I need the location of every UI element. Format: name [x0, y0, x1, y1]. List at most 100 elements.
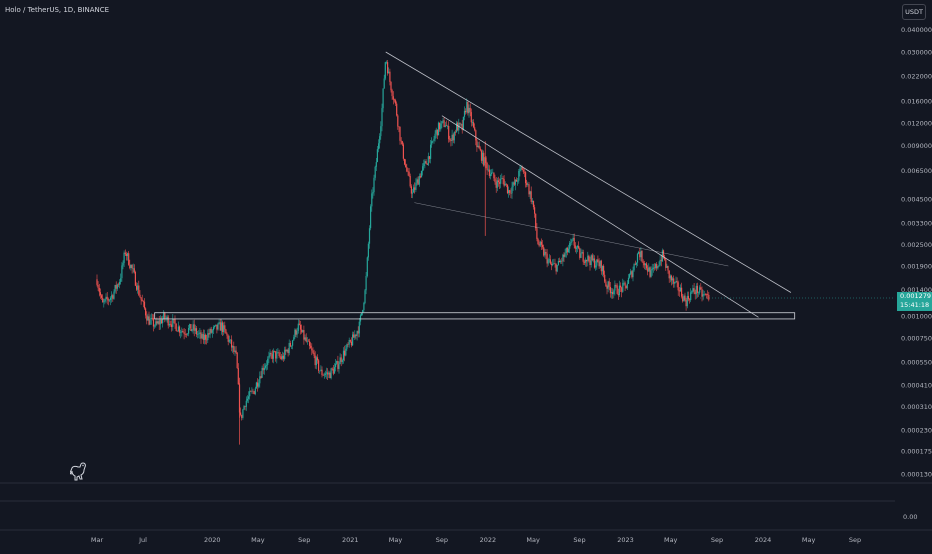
candle	[707, 290, 709, 300]
candle	[126, 252, 129, 261]
candle	[229, 339, 231, 344]
candle	[263, 363, 265, 375]
candle	[650, 266, 652, 278]
candle	[333, 363, 336, 374]
candle	[167, 315, 169, 329]
candle	[142, 300, 144, 308]
candle	[215, 324, 217, 327]
candle	[608, 278, 610, 291]
candle	[575, 245, 578, 254]
last-price-badge: 0.001279 15:41:18	[897, 292, 932, 311]
candle	[443, 117, 445, 128]
candle	[244, 405, 246, 411]
candle	[312, 347, 314, 354]
candle	[661, 248, 663, 262]
candle	[517, 178, 519, 186]
candle	[382, 88, 384, 113]
candle	[604, 270, 606, 284]
candle	[632, 266, 634, 282]
candle	[280, 354, 282, 361]
y-tick-label: 0.000750	[901, 335, 932, 343]
candle	[356, 330, 358, 341]
candle	[646, 262, 648, 271]
candle	[630, 268, 632, 276]
candle	[232, 345, 234, 353]
candle	[262, 363, 264, 375]
candle	[572, 234, 574, 241]
candle	[318, 359, 320, 374]
candle	[393, 98, 395, 103]
candle	[324, 370, 326, 378]
currency-button[interactable]: USDT	[902, 4, 926, 20]
candle	[108, 299, 110, 303]
candle	[529, 190, 531, 199]
candle	[504, 181, 506, 186]
candle	[609, 282, 611, 298]
inner-trendline[interactable]	[441, 115, 759, 318]
candle	[496, 177, 498, 192]
candle	[219, 319, 221, 331]
candle	[208, 328, 210, 338]
candle	[380, 121, 382, 140]
candle	[284, 346, 286, 361]
candle	[289, 340, 291, 348]
candle	[676, 277, 678, 288]
candle	[146, 311, 148, 325]
candle	[355, 334, 357, 340]
candle	[231, 335, 233, 352]
candle	[323, 372, 325, 379]
candle	[145, 307, 147, 319]
y-tick-label: 0.002500	[901, 241, 932, 249]
candle	[195, 326, 198, 338]
candle	[702, 289, 704, 301]
upper-trendline[interactable]	[385, 51, 792, 293]
y-tick-label: 0.001400	[901, 286, 932, 294]
candle	[185, 333, 187, 338]
candle	[456, 120, 458, 133]
candle	[339, 353, 341, 365]
candle	[445, 120, 447, 127]
candle	[531, 198, 533, 205]
candle	[373, 174, 375, 196]
candle	[468, 104, 470, 118]
candle	[437, 121, 440, 136]
candle	[305, 333, 307, 343]
candle	[353, 331, 355, 338]
candle	[117, 282, 120, 288]
x-tick-label: Sep	[573, 536, 585, 544]
candle	[247, 391, 250, 404]
support-zone[interactable]	[154, 312, 796, 320]
tradingview-dino-icon[interactable]	[69, 462, 88, 486]
candle	[685, 297, 687, 311]
candle	[132, 263, 134, 274]
candle	[348, 337, 350, 348]
candle	[251, 387, 253, 394]
candle	[389, 68, 391, 86]
support-trendline[interactable]	[414, 202, 729, 267]
candle	[206, 334, 208, 345]
candle	[627, 274, 630, 284]
candle	[273, 350, 276, 353]
candle	[598, 258, 600, 269]
candle	[174, 315, 176, 329]
candle	[375, 158, 377, 171]
candle	[184, 329, 186, 338]
candle	[705, 293, 708, 299]
candle	[641, 249, 643, 263]
candle	[494, 174, 496, 185]
symbol-title[interactable]: Holo / TetherUS, 1D, BINANCE	[5, 6, 110, 14]
candle	[100, 294, 103, 300]
candle	[597, 255, 599, 263]
candle	[128, 251, 130, 266]
candle	[510, 188, 512, 199]
candle	[539, 240, 541, 247]
candle	[605, 279, 607, 287]
candle	[186, 333, 189, 336]
candle	[223, 322, 225, 336]
candle	[225, 328, 227, 334]
candle	[451, 129, 453, 146]
candle	[461, 119, 463, 134]
candle	[617, 288, 619, 300]
